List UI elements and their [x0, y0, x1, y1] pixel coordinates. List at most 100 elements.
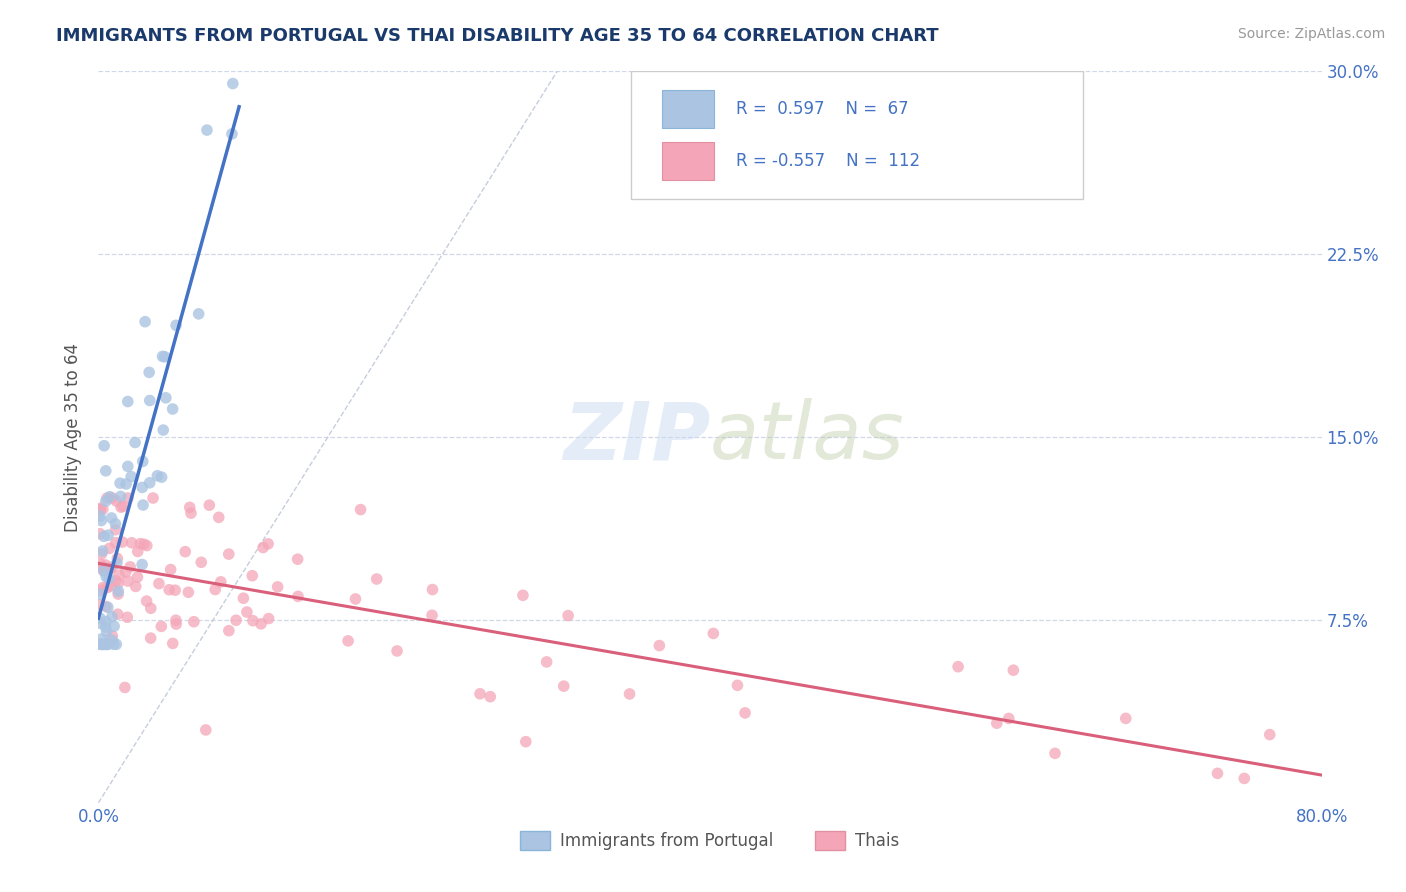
Point	[148, 576, 170, 591]
Point	[174, 544, 197, 558]
Point	[129, 536, 152, 550]
Point	[152, 423, 174, 437]
Point	[117, 610, 139, 624]
Point	[120, 469, 142, 483]
Point	[1043, 747, 1066, 761]
Point	[1258, 728, 1281, 742]
Point	[107, 607, 129, 622]
Point	[111, 500, 134, 514]
Point	[287, 590, 309, 604]
Point	[183, 615, 205, 629]
Point	[139, 601, 162, 615]
Point	[946, 659, 969, 673]
Point	[93, 637, 115, 651]
Point	[94, 494, 117, 508]
Point	[1115, 711, 1137, 725]
Point	[93, 564, 115, 578]
Point	[103, 637, 125, 651]
Point	[218, 547, 240, 561]
Point	[165, 617, 187, 632]
Text: ZIP: ZIP	[562, 398, 710, 476]
Text: R = -0.557    N =  112: R = -0.557 N = 112	[735, 153, 920, 170]
Point	[104, 535, 127, 549]
Point	[190, 555, 212, 569]
Point	[725, 678, 748, 692]
Point	[221, 127, 243, 141]
Point	[150, 470, 173, 484]
Point	[252, 541, 274, 555]
Point	[422, 582, 444, 597]
Point	[117, 491, 139, 505]
Point	[225, 613, 247, 627]
Text: atlas: atlas	[710, 398, 905, 476]
Point	[120, 559, 142, 574]
Point	[153, 350, 176, 364]
Point	[89, 611, 111, 625]
Point	[90, 557, 112, 571]
Point	[287, 552, 309, 566]
Point	[986, 716, 1008, 731]
Point	[180, 506, 202, 520]
Point	[242, 614, 264, 628]
Point	[101, 629, 124, 643]
Point	[103, 619, 125, 633]
Point	[162, 636, 184, 650]
Point	[157, 582, 180, 597]
Point	[131, 558, 153, 572]
Point	[107, 576, 129, 591]
Point	[159, 562, 181, 576]
Point	[142, 491, 165, 505]
Point	[89, 637, 111, 651]
Point	[236, 605, 259, 619]
Text: IMMIGRANTS FROM PORTUGAL VS THAI DISABILITY AGE 35 TO 64 CORRELATION CHART: IMMIGRANTS FROM PORTUGAL VS THAI DISABIL…	[56, 27, 939, 45]
Point	[619, 687, 641, 701]
Point	[135, 539, 157, 553]
Point	[91, 502, 114, 516]
Point	[132, 537, 155, 551]
Point	[117, 459, 139, 474]
Point	[125, 579, 148, 593]
Point	[94, 558, 117, 572]
Point	[222, 77, 245, 91]
Point	[94, 599, 117, 614]
Point	[104, 516, 127, 531]
Point	[257, 611, 280, 625]
Point	[155, 391, 177, 405]
Point	[91, 581, 114, 595]
Point	[150, 619, 173, 633]
Point	[96, 637, 118, 651]
Point	[165, 583, 187, 598]
Point	[89, 560, 111, 574]
Point	[105, 637, 128, 651]
Point	[91, 544, 114, 558]
Point	[90, 547, 112, 561]
Point	[111, 535, 134, 549]
Point	[366, 572, 388, 586]
Point	[89, 526, 111, 541]
Point	[195, 123, 218, 137]
Point	[132, 498, 155, 512]
Point	[96, 637, 118, 651]
Point	[479, 690, 502, 704]
Point	[90, 583, 112, 598]
Point	[162, 402, 184, 417]
Point	[93, 637, 115, 651]
Point	[93, 564, 115, 578]
Point	[194, 723, 217, 737]
Point	[250, 616, 273, 631]
Point	[1002, 663, 1025, 677]
Point	[135, 594, 157, 608]
Point	[90, 514, 112, 528]
Point	[208, 510, 231, 524]
Point	[107, 587, 129, 601]
Point	[420, 608, 443, 623]
Point	[110, 489, 132, 503]
Point	[97, 600, 120, 615]
Point	[121, 535, 143, 549]
Point	[96, 637, 118, 651]
Point	[89, 587, 111, 601]
Point	[117, 394, 139, 409]
Point	[124, 435, 146, 450]
Point	[96, 637, 118, 651]
Point	[105, 494, 128, 508]
